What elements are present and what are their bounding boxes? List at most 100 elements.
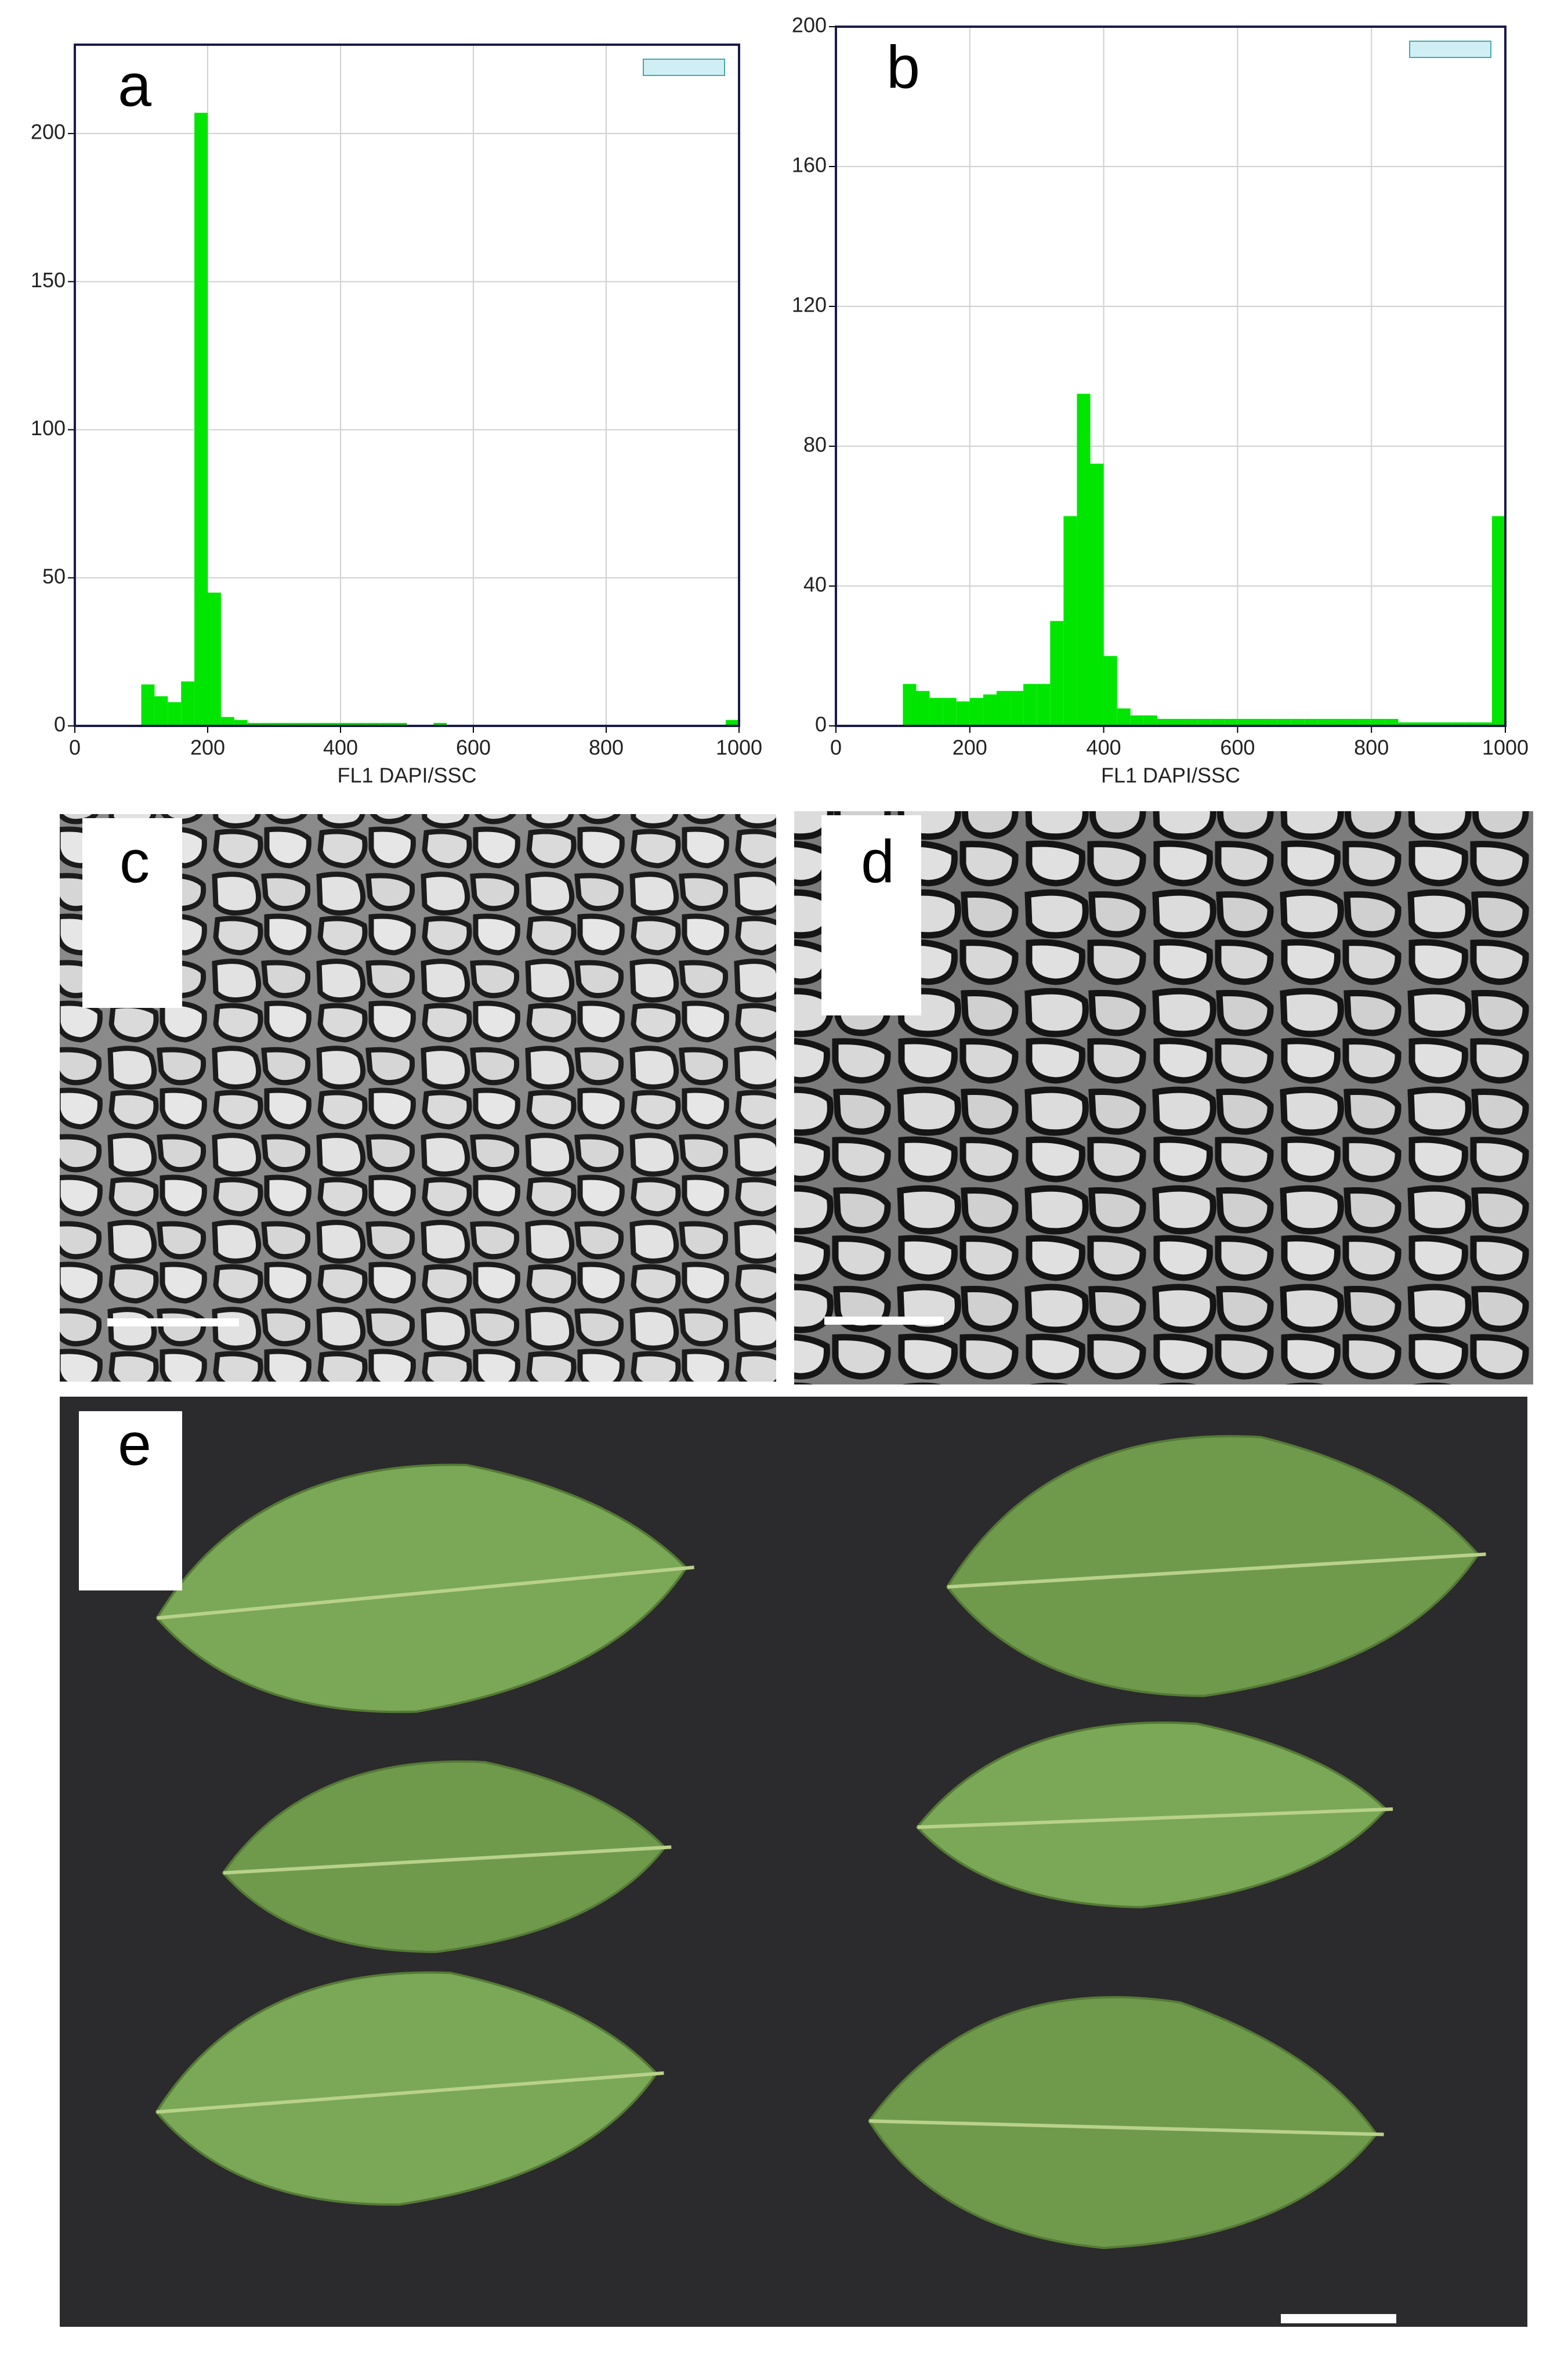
bar bbox=[1037, 684, 1051, 726]
x-axis-label: FL1 DAPI/SSC bbox=[337, 764, 476, 787]
bar bbox=[903, 684, 917, 726]
leaf bbox=[155, 1971, 664, 2206]
bar bbox=[1050, 621, 1064, 726]
label-box bbox=[82, 818, 182, 1008]
bar bbox=[1331, 718, 1345, 726]
bar bbox=[1103, 656, 1117, 726]
x-tick-label: 0 bbox=[830, 736, 842, 760]
bar bbox=[1143, 715, 1157, 726]
bar bbox=[393, 722, 407, 726]
x-tick-label: 1000 bbox=[1482, 736, 1529, 760]
bar bbox=[341, 722, 354, 726]
panel-label: e bbox=[118, 1411, 151, 1478]
bar bbox=[1157, 718, 1171, 726]
leaves bbox=[155, 1435, 1486, 2249]
bar bbox=[1291, 718, 1305, 726]
bar bbox=[1465, 722, 1479, 726]
bar bbox=[1371, 718, 1385, 726]
y-tick-label: 200 bbox=[792, 13, 827, 37]
y-tick-label: 150 bbox=[31, 268, 66, 292]
y-tick-label: 0 bbox=[54, 713, 66, 736]
bar bbox=[996, 690, 1011, 726]
y-tick-label: 40 bbox=[803, 573, 827, 596]
bar bbox=[1197, 718, 1211, 726]
bar bbox=[327, 722, 341, 726]
bar bbox=[1077, 393, 1091, 726]
gate-box bbox=[1409, 41, 1491, 58]
scale-bar bbox=[824, 1317, 944, 1325]
bar bbox=[916, 690, 930, 726]
leaf-midrib bbox=[869, 2119, 1384, 2136]
x-tick-label: 0 bbox=[69, 736, 81, 760]
bar bbox=[154, 696, 168, 726]
bar bbox=[1398, 722, 1412, 726]
label-box bbox=[821, 815, 921, 1015]
bar bbox=[969, 697, 983, 726]
leaf-midrib bbox=[157, 1566, 694, 1620]
bar bbox=[314, 722, 328, 726]
bar bbox=[1345, 718, 1359, 726]
bar bbox=[234, 720, 248, 726]
x-tick-label: 200 bbox=[190, 736, 225, 760]
bar bbox=[1010, 690, 1024, 726]
plot-area bbox=[836, 27, 1505, 726]
bar bbox=[220, 717, 234, 726]
leaf-midrib bbox=[156, 2071, 664, 2114]
bar bbox=[1451, 722, 1465, 726]
label-box bbox=[79, 1411, 182, 1590]
bar bbox=[1251, 718, 1265, 726]
bar bbox=[1411, 722, 1425, 726]
bar bbox=[1237, 718, 1251, 726]
y-tick-label: 200 bbox=[31, 120, 66, 144]
bar bbox=[1304, 718, 1318, 726]
y-tick-label: 160 bbox=[792, 153, 827, 177]
plot-frame bbox=[74, 44, 740, 727]
leaf bbox=[155, 1463, 694, 1713]
bar bbox=[1063, 516, 1077, 726]
x-tick-label: 600 bbox=[1220, 736, 1255, 760]
bar bbox=[1277, 718, 1291, 726]
bar bbox=[247, 722, 261, 726]
plot-area bbox=[75, 45, 739, 726]
panel-label: a bbox=[118, 52, 151, 119]
panel-label: c bbox=[119, 828, 150, 895]
gate-box bbox=[643, 59, 725, 76]
y-tick-label: 100 bbox=[31, 416, 66, 440]
y-tick-label: 120 bbox=[792, 293, 827, 317]
x-tick-label: 600 bbox=[456, 736, 491, 760]
bar bbox=[1117, 708, 1131, 726]
bar bbox=[1224, 718, 1238, 726]
bar bbox=[929, 697, 943, 726]
bar bbox=[983, 694, 997, 726]
plot-frame bbox=[835, 26, 1507, 727]
y-tick-label: 50 bbox=[42, 564, 66, 588]
bar bbox=[367, 722, 381, 726]
bar bbox=[1317, 718, 1331, 726]
bar bbox=[1211, 718, 1225, 726]
leaf-midrib bbox=[917, 1807, 1393, 1830]
bar bbox=[181, 681, 195, 726]
y-tick-label: 80 bbox=[803, 433, 827, 457]
bar bbox=[141, 684, 155, 726]
leaf-midrib bbox=[947, 1552, 1486, 1589]
bar bbox=[1171, 718, 1185, 726]
leaf bbox=[222, 1760, 672, 1953]
panel-label: b bbox=[886, 34, 920, 101]
bar bbox=[1385, 718, 1399, 726]
bar bbox=[287, 722, 301, 726]
scale-bar bbox=[107, 1318, 239, 1326]
bar bbox=[1023, 684, 1037, 726]
bar bbox=[274, 722, 288, 726]
bar bbox=[1130, 715, 1144, 726]
x-tick-label: 200 bbox=[953, 736, 987, 760]
scale-bar bbox=[1281, 2314, 1396, 2323]
x-tick-label: 1000 bbox=[716, 736, 762, 760]
x-tick-label: 800 bbox=[1354, 736, 1389, 760]
bar bbox=[1264, 718, 1278, 726]
bar bbox=[300, 722, 314, 726]
bar bbox=[433, 722, 447, 726]
bar bbox=[208, 592, 221, 726]
panel-label: d bbox=[861, 828, 895, 895]
